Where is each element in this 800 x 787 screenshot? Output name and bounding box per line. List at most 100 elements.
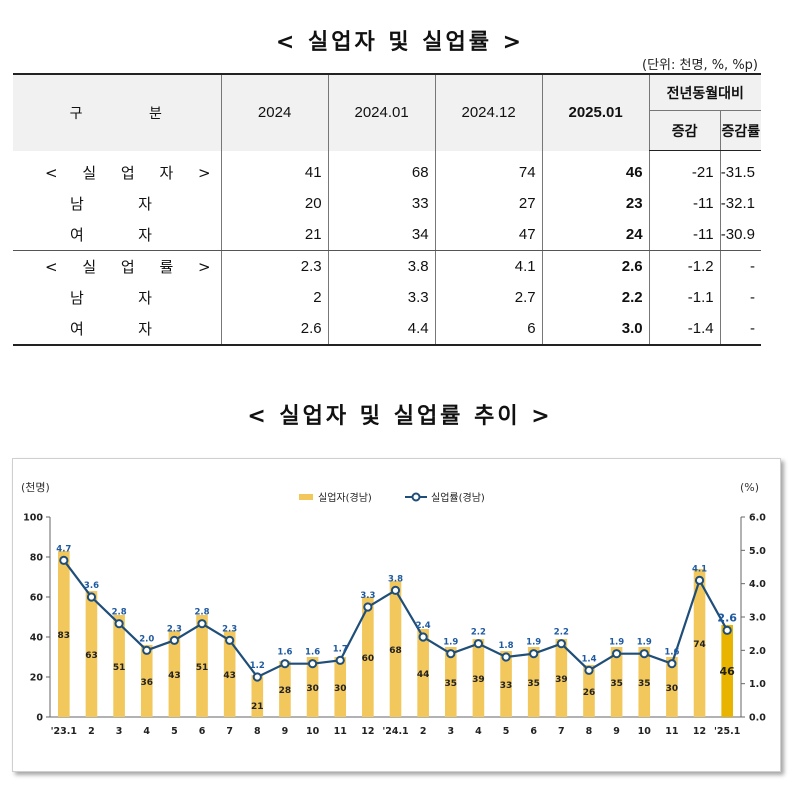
bar: [168, 631, 181, 717]
table-row: < 실 업 률 >2.3 3.8 4.1 2.6 -1.2-: [13, 250, 761, 282]
table-cell: -: [719, 250, 761, 282]
rate-label: 1.7: [333, 644, 348, 654]
rate-point: [639, 649, 649, 659]
x-tick-label: 6: [199, 726, 206, 737]
bar-label: 35: [527, 679, 540, 689]
x-tick-label: 2: [420, 726, 427, 737]
table-cell: 4.1: [434, 250, 543, 282]
left-tick-label: 60: [30, 593, 44, 604]
table-cell: -31.5: [719, 150, 761, 188]
bar-label: 33: [500, 681, 513, 691]
x-tick-label: 9: [282, 726, 289, 737]
bar: [389, 581, 402, 717]
rate-label: 2.8: [194, 608, 209, 618]
table-cell: 3.0: [541, 313, 650, 346]
table-cell: -21: [648, 150, 721, 188]
rate-label: 1.6: [277, 648, 292, 658]
bar-label: 74: [693, 640, 706, 650]
x-tick-label: 6: [530, 726, 537, 737]
rate-label: 2.4: [416, 621, 431, 631]
table-cell: 3.8: [327, 250, 436, 282]
bar-label: 26: [583, 688, 596, 698]
table-cell: 6: [434, 313, 543, 346]
bar: [85, 591, 98, 717]
table-row: 남 자 20 33 27 23 -11 -32.1: [13, 188, 761, 219]
bar: [196, 615, 208, 717]
rate-label: 2.0: [139, 634, 154, 644]
rate-point: [612, 649, 622, 659]
row-label: < 실 업 률 >: [13, 250, 222, 282]
x-tick-label: 12: [693, 726, 706, 737]
combo-chart: (천명) (%) 0 20 40 60 80 100 0.0 1.0 2.0 3.0 4.0 5.0 6.0…: [21, 480, 766, 737]
bar-label: 35: [638, 679, 651, 689]
rate-label: 4.7: [56, 544, 71, 554]
rate-point: [114, 619, 124, 629]
bar: [666, 657, 678, 717]
rate-label: 1.9: [609, 638, 624, 648]
bar: [444, 647, 457, 717]
bar: [223, 631, 236, 717]
left-tick-label: 40: [30, 633, 44, 644]
rate-point: [307, 659, 318, 669]
x-tick-label: 2: [88, 726, 95, 737]
rate-point: [59, 555, 69, 565]
legend-bar-swatch: [299, 494, 313, 500]
table-cell: -32.1: [719, 188, 761, 219]
x-tick-label: 9: [613, 726, 620, 737]
bar-label: 60: [362, 654, 375, 664]
rate-point: [169, 635, 179, 645]
rate-point: [473, 639, 484, 649]
rate-label: 3.8: [388, 574, 403, 584]
rate-point: [556, 639, 566, 649]
bar: [417, 629, 429, 717]
bar-label: 44: [417, 670, 430, 680]
bar: [583, 665, 595, 717]
unemployment-table: 구 분 2024 2024.01 2024.12 2025.01 전년동월대비 …: [13, 73, 761, 346]
table-cell: 24: [541, 219, 650, 251]
bar: [334, 657, 347, 717]
table-cell: -1.1: [648, 282, 721, 313]
bar-label: 63: [85, 651, 98, 661]
table-row: 여 자 2.6 4.4 6 3.0 -1.4-: [13, 313, 761, 346]
table-cell: 47: [434, 219, 543, 251]
header-yoy-rate: 증감률: [719, 110, 761, 151]
bar-label: 46: [720, 665, 736, 678]
x-tick-label: 11: [334, 726, 347, 737]
rate-point: [584, 665, 594, 675]
rate-point: [335, 655, 345, 665]
table-cell: -1.4: [648, 313, 721, 346]
bar-label: 39: [472, 675, 485, 685]
left-tick-label: 20: [30, 673, 44, 684]
rate-label: 1.2: [250, 661, 265, 671]
rate-label: 3.6: [84, 581, 99, 591]
table-cell: 68: [327, 150, 436, 188]
x-tick-label: 8: [254, 726, 261, 737]
rate-point: [363, 602, 373, 612]
table-cell: 74: [434, 150, 543, 188]
bar: [693, 569, 706, 717]
right-tick-label: 3.0: [749, 613, 766, 624]
bar: [279, 661, 291, 717]
header-period-2: 2024.12: [434, 73, 543, 151]
x-tick-label: 5: [171, 726, 178, 737]
bar: [721, 625, 733, 717]
bar-label: 51: [196, 663, 209, 673]
x-tick-label: 7: [558, 726, 565, 737]
left-unit-label: (천명): [21, 480, 50, 494]
row-label: 여 자: [13, 313, 222, 346]
rate-point: [86, 592, 97, 602]
row-label: < 실 업 자 >: [13, 150, 222, 188]
table-cell: -11: [648, 188, 721, 219]
bar-label: 30: [306, 684, 319, 694]
left-tick-label: 0: [36, 713, 43, 724]
left-tick-label: 100: [23, 513, 43, 524]
bar: [306, 657, 319, 717]
right-tick-label: 1.0: [749, 679, 766, 690]
table-cell: -11: [648, 219, 721, 251]
x-tick-label: 10: [638, 726, 652, 737]
bar-label: 28: [279, 686, 292, 696]
table-cell: 3.3: [327, 282, 436, 313]
table-cell: -30.9: [719, 219, 761, 251]
bar-label: 36: [140, 678, 153, 688]
x-tick-label: '25.1: [714, 726, 740, 737]
